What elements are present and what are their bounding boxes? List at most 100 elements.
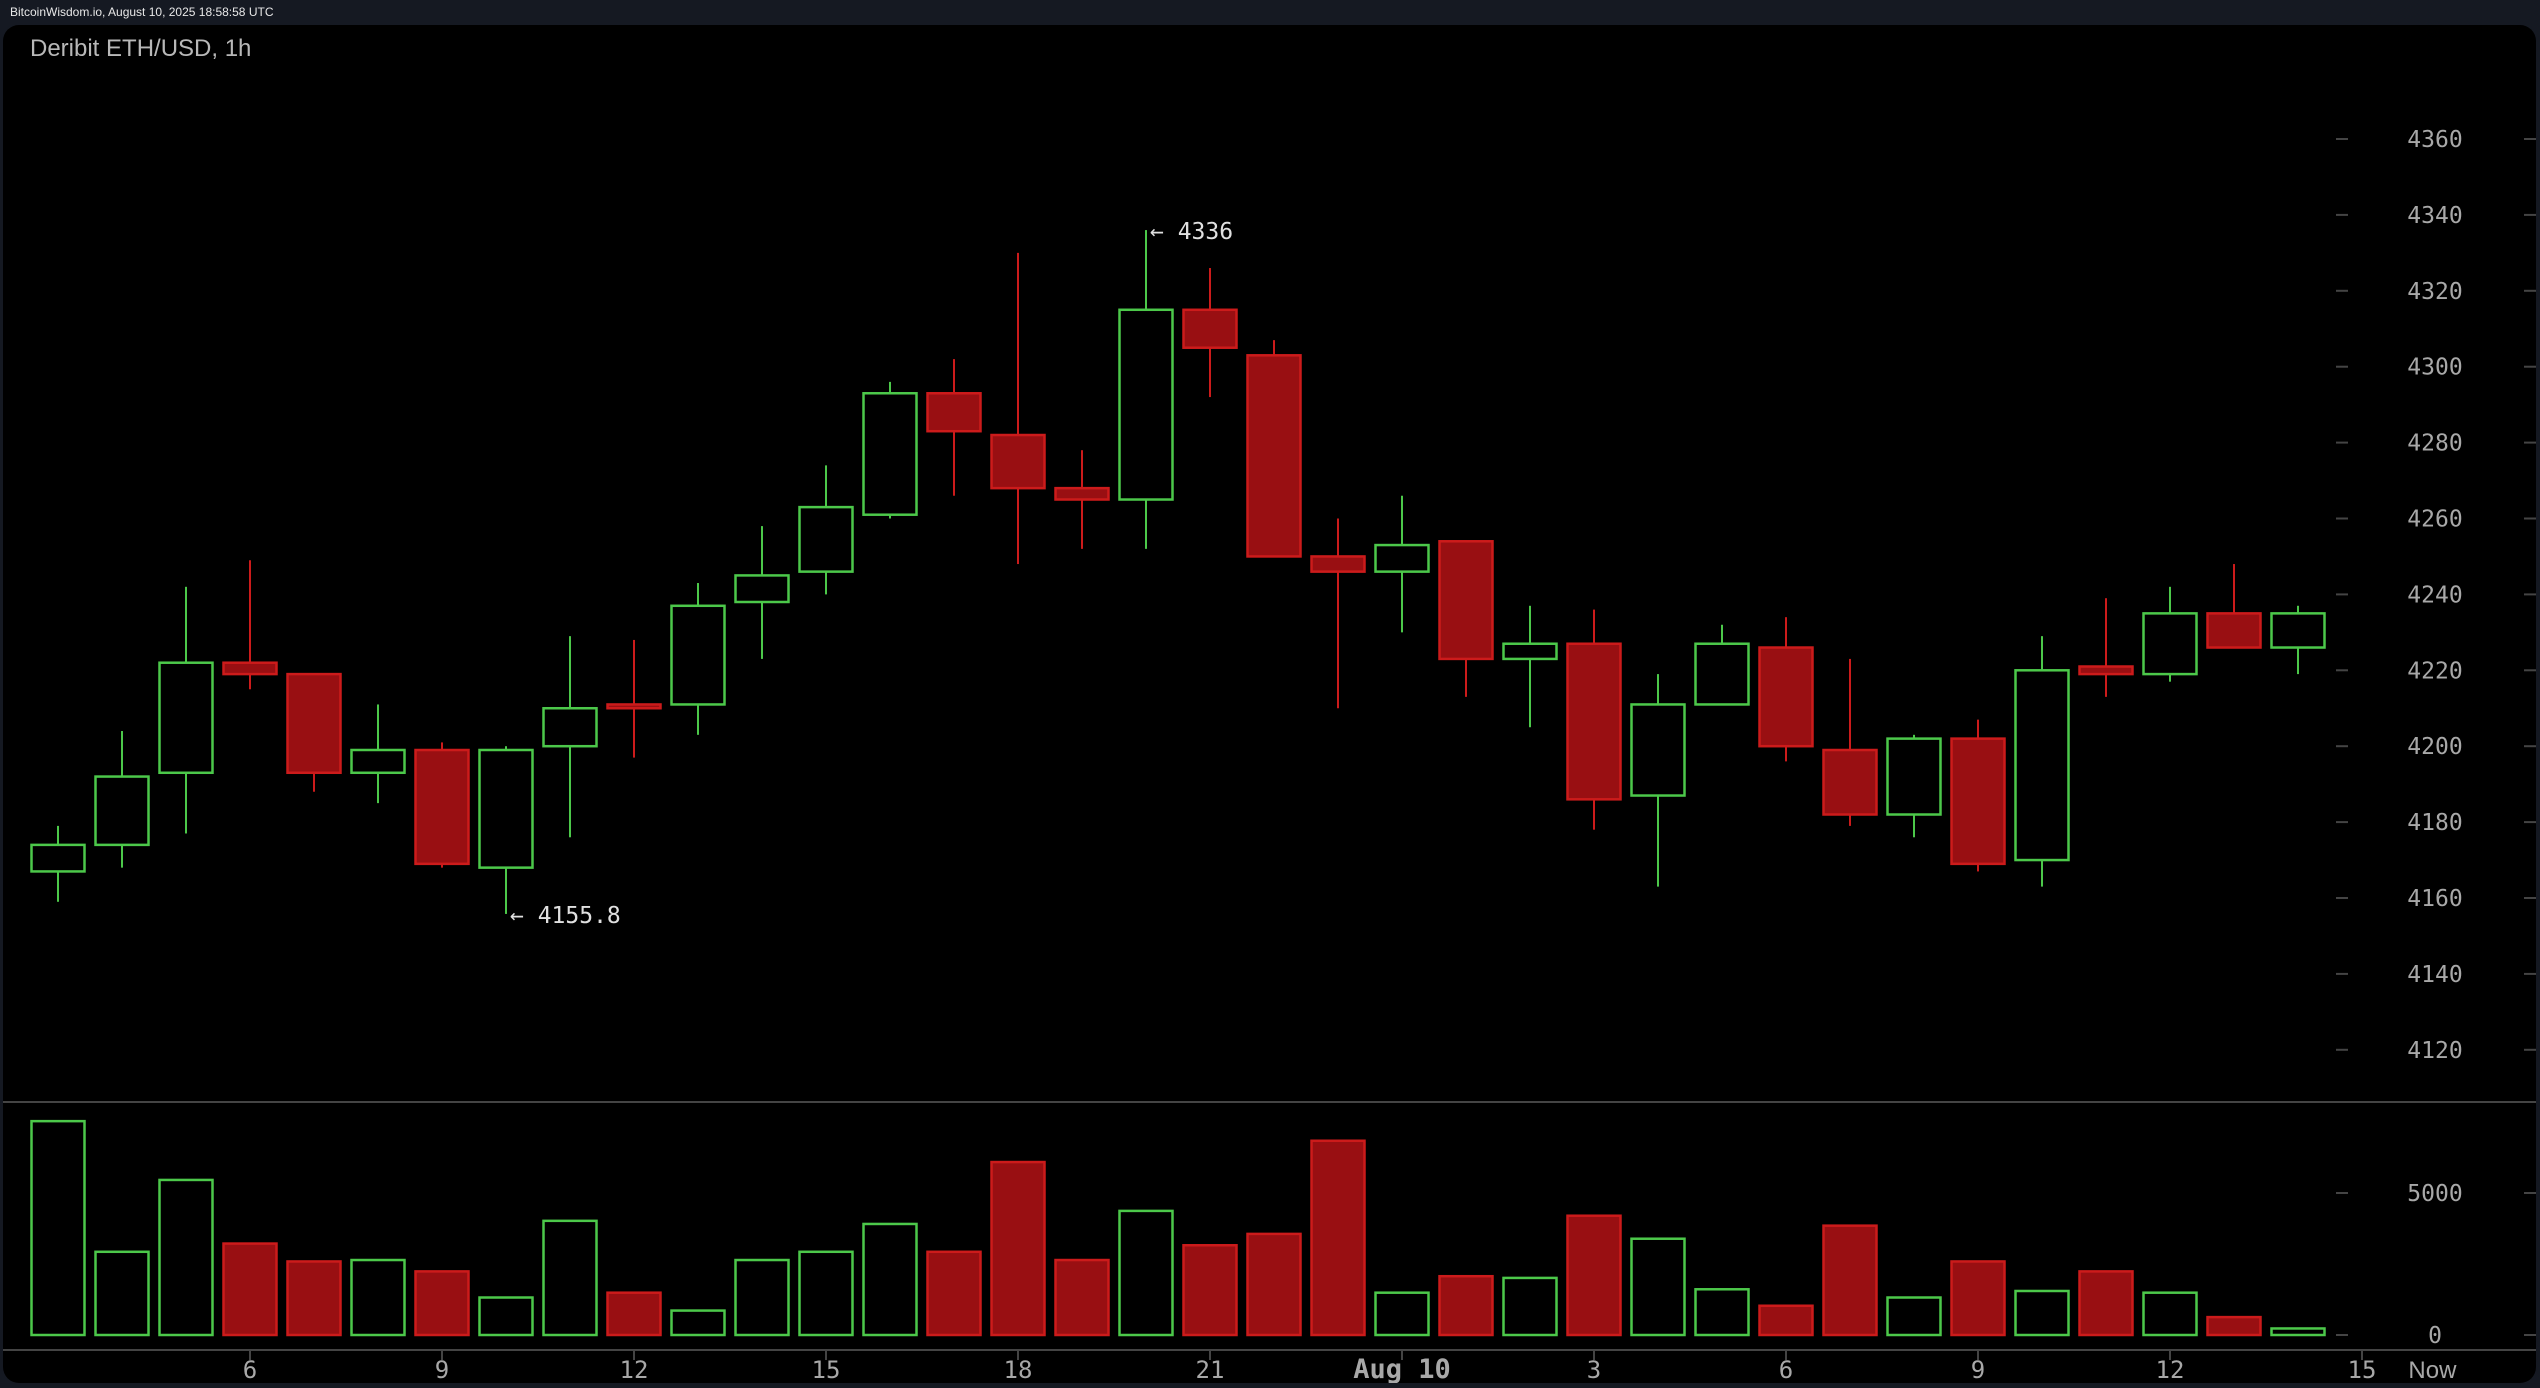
volume-bar-up	[1630, 1237, 1686, 1337]
volume-bar-down	[1950, 1260, 2006, 1337]
chart-title: Deribit ETH/USD, 1h	[30, 35, 252, 62]
candle-body-down	[1054, 486, 1110, 501]
volume-bar-up	[1118, 1209, 1174, 1337]
x-tick-label: Aug 10	[1353, 1354, 1451, 1383]
x-tick-label: Now	[2408, 1357, 2457, 1383]
candle-body-up	[798, 505, 854, 573]
volume-bar-down	[414, 1270, 470, 1337]
x-tick-label: 15	[812, 1356, 841, 1383]
volume-bar-up	[158, 1178, 214, 1337]
y-tick-label: 4220	[2407, 658, 2462, 684]
candle-body-down	[1246, 354, 1302, 558]
candle-body-down	[1758, 646, 1814, 748]
volume-bar-down	[990, 1160, 1046, 1337]
candle-body-up	[30, 843, 86, 873]
candle-body-up	[1694, 642, 1750, 706]
candle-body-down	[1566, 642, 1622, 801]
x-tick-label: 6	[1779, 1356, 1793, 1383]
price-extreme-annotation: ← 4336	[1150, 219, 1233, 245]
candle-body-down	[1822, 748, 1878, 816]
price-extreme-annotation: ← 4155.8	[510, 903, 621, 929]
y-tick-label: 4280	[2407, 431, 2462, 457]
volume-bar-up	[1502, 1276, 1558, 1337]
candle-body-up	[1502, 642, 1558, 661]
y-tick-label: 4240	[2407, 582, 2462, 608]
y-tick-label: 4200	[2407, 734, 2462, 760]
volume-bar-down	[286, 1260, 342, 1337]
x-tick-label: 3	[1587, 1356, 1601, 1383]
candle-body-up	[542, 707, 598, 748]
candlestick-chart[interactable]: 4120 4140 4160 4180 4200 4220 4240 4260 4280 4300…	[3, 25, 2536, 1383]
candle-body-down	[1182, 308, 1238, 349]
candle-body-up	[670, 604, 726, 706]
candle-body-down	[1438, 540, 1494, 661]
volume-bar-down	[222, 1242, 278, 1337]
volume-bar-up	[862, 1222, 918, 1337]
volume-bar-up	[94, 1250, 150, 1337]
volume-bar-down	[1566, 1214, 1622, 1337]
source-timestamp: BitcoinWisdom.io, August 10, 2025 18:58:…	[0, 0, 2540, 25]
candle-body-up	[862, 392, 918, 516]
volume-bar-down	[2078, 1270, 2134, 1337]
y-tick-label: 4160	[2407, 886, 2462, 912]
candle-body-up	[1630, 703, 1686, 797]
volume-tick-label: 5000	[2407, 1181, 2462, 1207]
volume-bar-up	[734, 1258, 790, 1337]
y-tick-label: 4120	[2407, 1038, 2462, 1064]
volume-bar-up	[670, 1309, 726, 1337]
volume-bar-up	[350, 1258, 406, 1337]
volume-bar-down	[1246, 1232, 1302, 1337]
volume-bar-down	[2206, 1315, 2262, 1337]
volume-bar-up	[2270, 1327, 2326, 1337]
volume-bar-down	[1438, 1274, 1494, 1337]
volume-bar-down	[1182, 1244, 1238, 1337]
chart-frame: 4120 4140 4160 4180 4200 4220 4240 4260 4280 4300…	[3, 25, 2536, 1383]
volume-bar-up	[2142, 1291, 2198, 1337]
volume-bar-down	[1054, 1258, 1110, 1337]
volume-bar-up	[542, 1219, 598, 1337]
candle-body-down	[990, 433, 1046, 490]
volume-bar-up	[1374, 1291, 1430, 1337]
candle-body-up	[478, 748, 534, 869]
candle-body-up	[2014, 669, 2070, 862]
candle-body-down	[1310, 555, 1366, 573]
volume-bar-up	[478, 1296, 534, 1337]
candle-body-down	[606, 703, 662, 710]
candle-body-down	[414, 748, 470, 866]
candle-body-up	[350, 748, 406, 775]
candle-body-up	[734, 574, 790, 604]
candle-body-down	[2078, 665, 2134, 676]
volume-bar-down	[1310, 1139, 1366, 1337]
volume-bar-up	[798, 1250, 854, 1337]
x-tick-label: 18	[1004, 1356, 1033, 1383]
y-tick-label: 4320	[2407, 279, 2462, 305]
y-tick-label: 4340	[2407, 203, 2462, 229]
candle-body-up	[158, 661, 214, 775]
candle-body-down	[1950, 737, 2006, 866]
volume-bar-up	[1694, 1288, 1750, 1337]
candle-body-down	[222, 661, 278, 676]
volume-bar-down	[606, 1291, 662, 1337]
candle-body-up	[2270, 612, 2326, 649]
x-tick-label: 12	[2156, 1356, 2185, 1383]
x-tick-label: 6	[243, 1356, 257, 1383]
x-tick-label: 12	[620, 1356, 649, 1383]
candle-body-down	[286, 672, 342, 775]
volume-bar-down	[926, 1250, 982, 1337]
y-tick-label: 4300	[2407, 355, 2462, 381]
x-tick-label: 21	[1196, 1356, 1225, 1383]
candle-body-up	[2142, 612, 2198, 676]
candle-body-up	[1886, 737, 1942, 816]
volume-bar-down	[1822, 1224, 1878, 1337]
volume-bar-up	[30, 1119, 86, 1337]
y-tick-label: 4260	[2407, 507, 2462, 533]
candle-body-up	[1118, 308, 1174, 501]
volume-bar-up	[2014, 1289, 2070, 1337]
candle-body-up	[94, 775, 150, 847]
x-tick-label: 9	[435, 1356, 449, 1383]
volume-bar-up	[1886, 1296, 1942, 1337]
y-tick-label: 4140	[2407, 962, 2462, 988]
volume-bar-down	[1758, 1304, 1814, 1337]
y-tick-label: 4180	[2407, 810, 2462, 836]
x-tick-label: 15	[2348, 1356, 2377, 1383]
